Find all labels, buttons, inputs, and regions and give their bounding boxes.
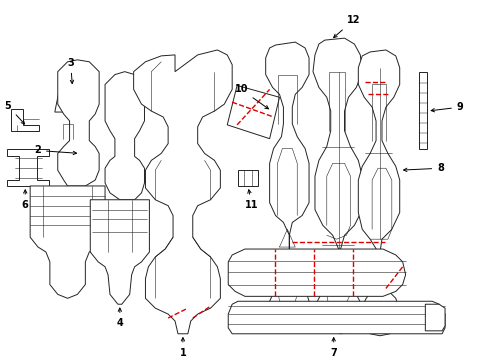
- Text: 8: 8: [403, 163, 443, 173]
- Polygon shape: [30, 186, 105, 298]
- Polygon shape: [58, 60, 99, 186]
- Text: 5: 5: [5, 101, 24, 124]
- Text: 7: 7: [329, 338, 336, 357]
- Text: 6: 6: [22, 190, 29, 210]
- Text: 2: 2: [34, 145, 77, 156]
- Polygon shape: [7, 149, 49, 186]
- Polygon shape: [228, 249, 405, 296]
- Text: 12: 12: [333, 15, 359, 37]
- Polygon shape: [11, 109, 39, 131]
- Text: 9: 9: [430, 102, 463, 112]
- Polygon shape: [228, 301, 444, 334]
- Text: 11: 11: [244, 190, 258, 210]
- Polygon shape: [105, 72, 144, 200]
- Polygon shape: [227, 85, 279, 139]
- Polygon shape: [238, 170, 257, 186]
- Text: 4: 4: [116, 308, 123, 328]
- Text: 1: 1: [179, 338, 186, 357]
- Polygon shape: [312, 38, 364, 334]
- Polygon shape: [133, 50, 232, 334]
- Polygon shape: [55, 87, 86, 112]
- Polygon shape: [265, 42, 308, 331]
- Text: 10: 10: [234, 84, 268, 109]
- Text: 3: 3: [67, 58, 74, 84]
- Polygon shape: [358, 50, 399, 336]
- Polygon shape: [90, 200, 149, 304]
- Polygon shape: [419, 72, 427, 149]
- Polygon shape: [425, 304, 444, 331]
